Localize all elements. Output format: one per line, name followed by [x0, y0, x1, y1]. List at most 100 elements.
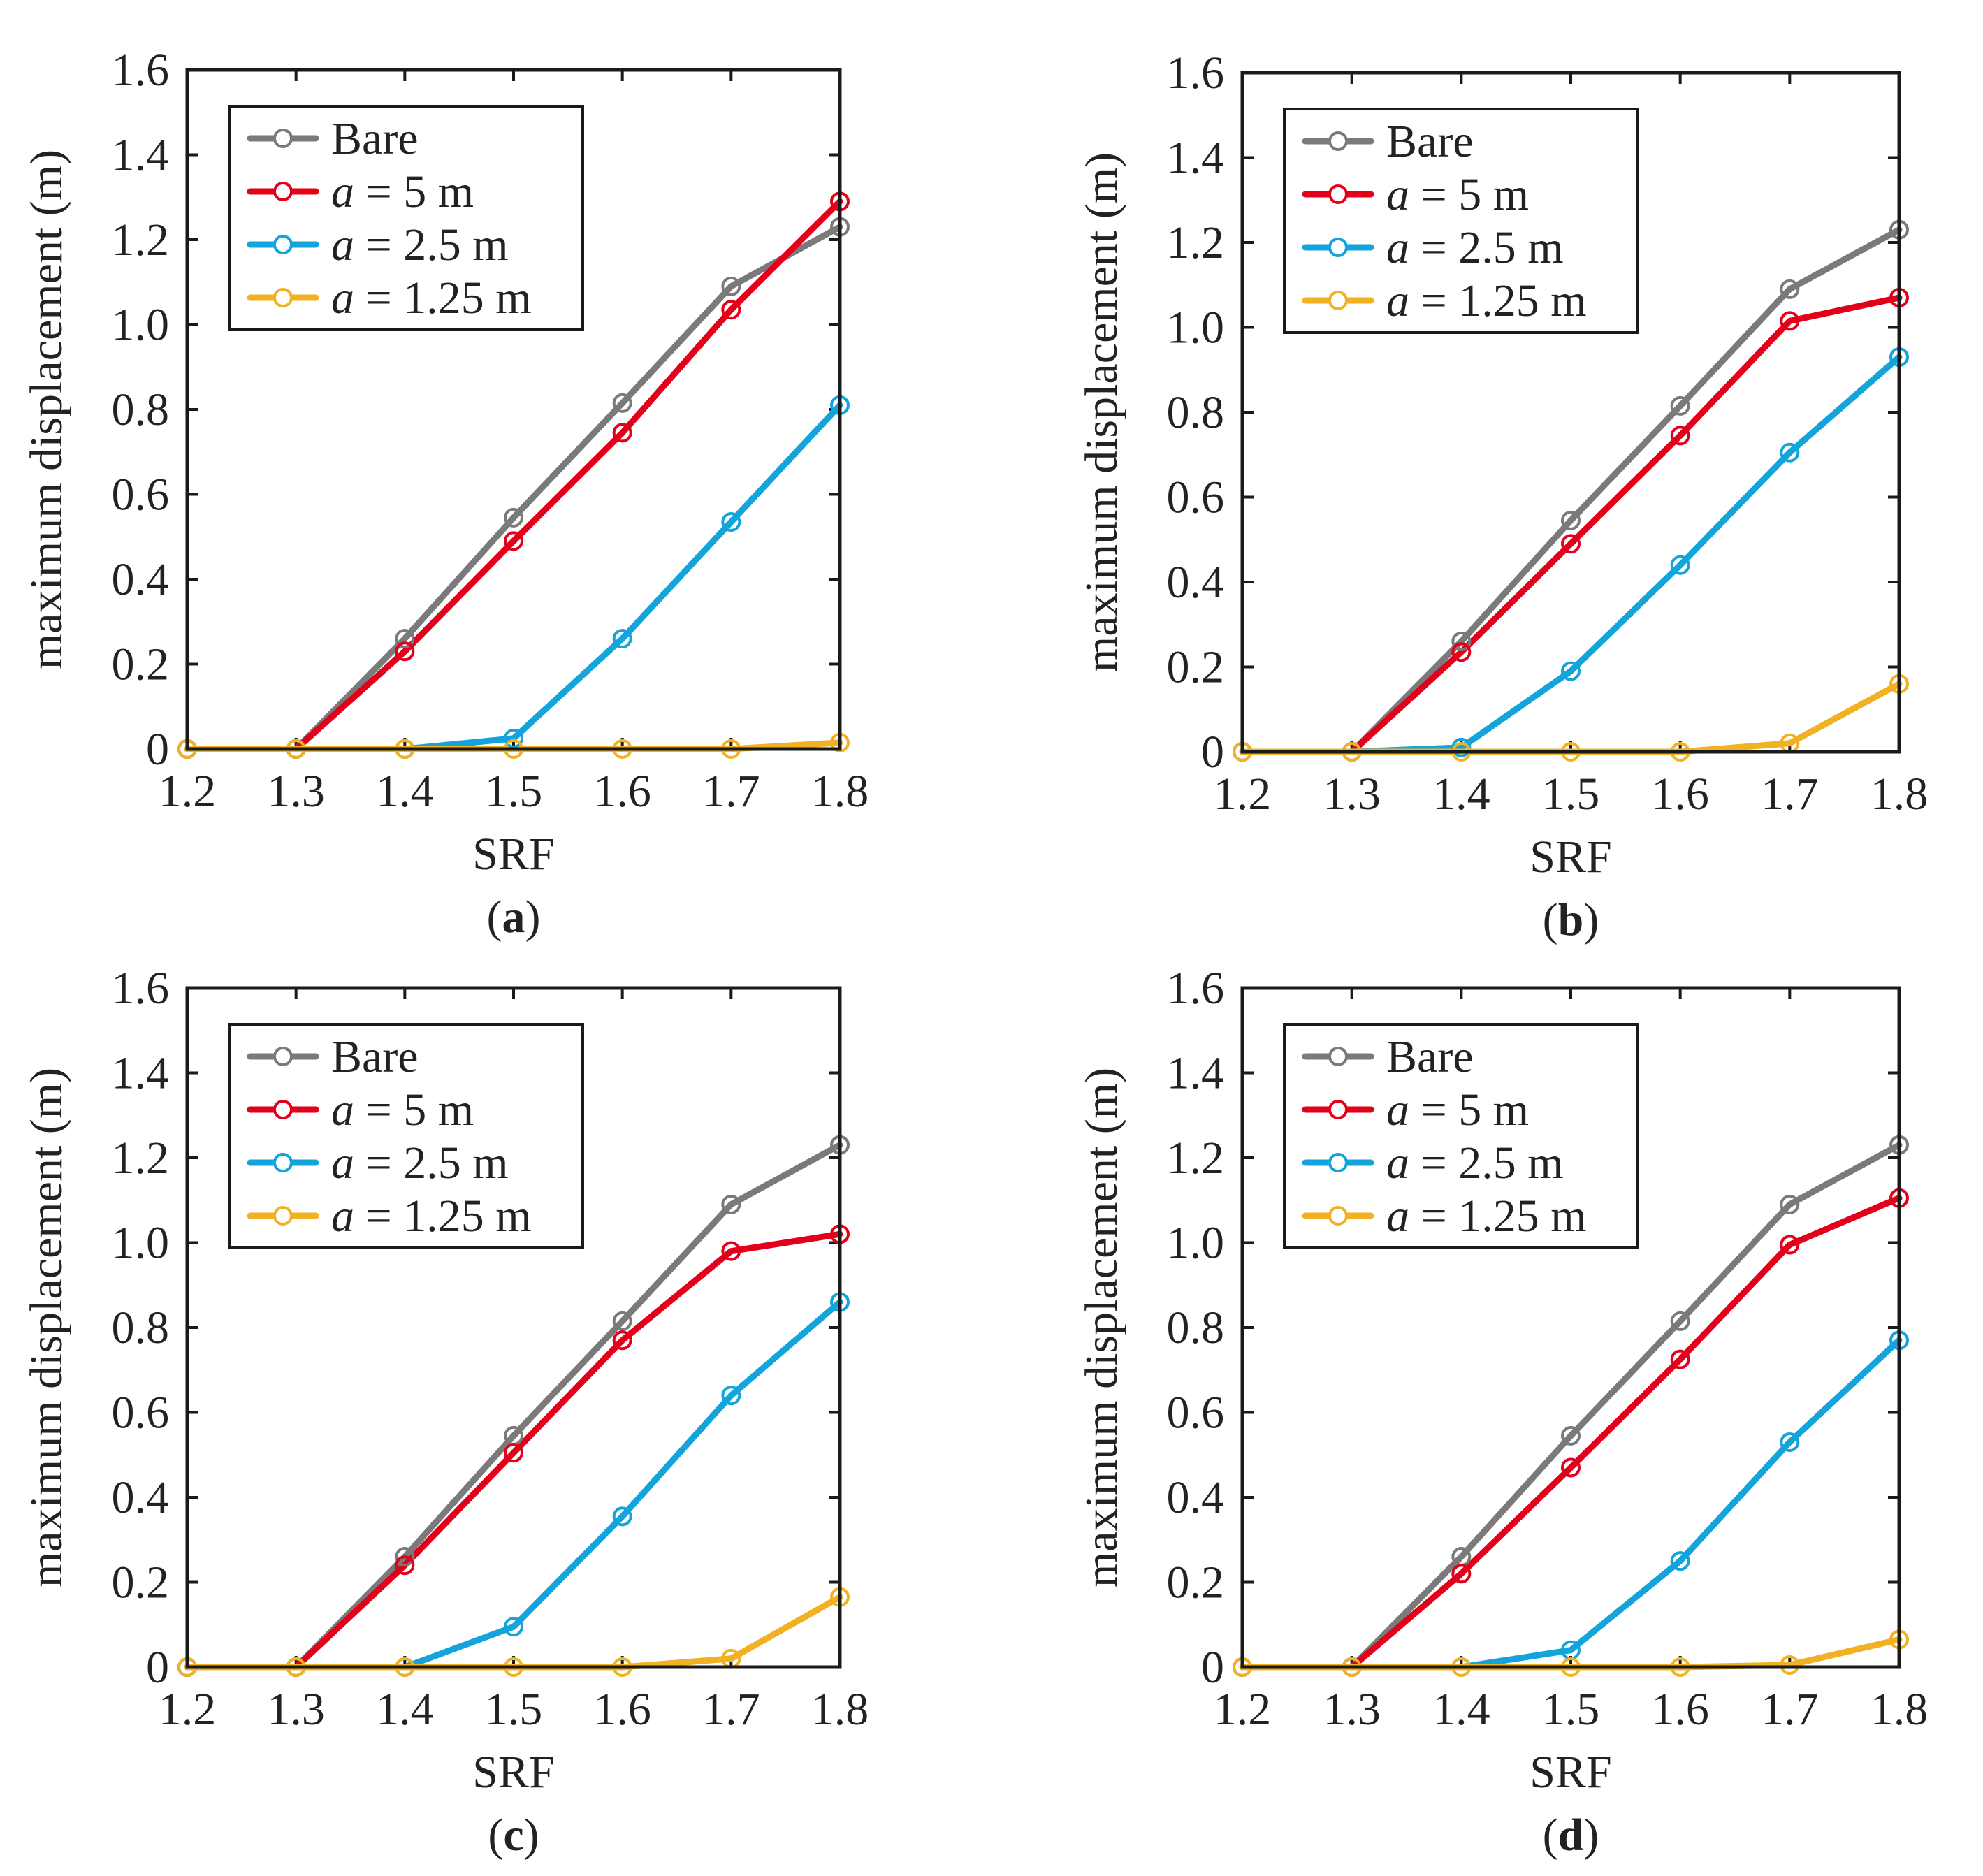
x-tick-label: 1.2: [1214, 1684, 1272, 1735]
y-tick-label: 1.2: [112, 1133, 170, 1184]
data-point: [721, 300, 741, 320]
data-point: [1670, 1311, 1690, 1331]
data-point: [721, 1194, 741, 1214]
y-tick-label: 0.6: [1167, 472, 1225, 523]
legend-entry-label: a = 2.5 m: [1386, 222, 1564, 273]
y-tick-label: 1.0: [1167, 303, 1225, 354]
y-tick-label: 0: [146, 724, 169, 775]
legend-swatch-marker: [273, 129, 293, 148]
data-point: [612, 1330, 632, 1351]
x-axis-label: SRF: [1530, 1747, 1611, 1798]
x-tick-label: 1.2: [159, 1684, 217, 1735]
legend-entry-label: a = 1.25 m: [1386, 275, 1587, 326]
x-tick-label: 1.8: [1871, 769, 1928, 820]
y-axis-label: maximum displacement (m): [21, 1068, 72, 1587]
data-point: [1670, 426, 1690, 446]
y-axis-label: maximum displacement (m): [21, 150, 72, 669]
x-tick-label: 1.7: [702, 1684, 760, 1735]
panel-label: (b): [1543, 894, 1599, 945]
x-tick-label: 1.5: [485, 1684, 543, 1735]
y-tick-label: 1.4: [1167, 1048, 1225, 1099]
y-axis-label: maximum displacement (m): [1076, 1068, 1127, 1587]
panel-label: (a): [487, 892, 541, 943]
data-point: [1561, 534, 1581, 554]
series-line-2: [184, 402, 843, 752]
data-point: [721, 511, 741, 532]
data-point: [504, 1617, 523, 1637]
data-point: [1670, 555, 1690, 575]
chart-panel-b: 0 0.2 0.4 0.6 0.8 1.0 1.2 1.4 1.6 1.2 1.3 1.4 1.5 1.6…: [1076, 48, 1928, 945]
legend-entry-label: Bare: [331, 113, 419, 164]
data-point: [395, 1555, 415, 1576]
y-tick-label: 0.8: [1167, 1302, 1225, 1353]
legend-entry-label: a = 1.25 m: [331, 1191, 532, 1242]
y-tick-label: 1.4: [112, 130, 170, 181]
y-tick-label: 1.6: [1167, 48, 1225, 99]
data-point: [1780, 279, 1800, 299]
legend-entry-label: a = 5 m: [331, 1084, 474, 1135]
data-point: [504, 1443, 523, 1463]
legend-swatch-marker: [1328, 184, 1348, 204]
y-tick-label: 0.8: [112, 384, 170, 435]
data-point: [1561, 510, 1581, 530]
data-point: [1780, 442, 1800, 463]
x-tick-label: 1.3: [1323, 1684, 1381, 1735]
y-tick-label: 1.2: [1167, 217, 1225, 268]
legend-entry-label: a = 2.5 m: [331, 219, 509, 270]
x-tick-label: 1.8: [811, 1684, 869, 1735]
legend-entry-label: a = 2.5 m: [1386, 1137, 1564, 1188]
series-line-2: [184, 1299, 843, 1671]
data-point: [612, 1506, 632, 1527]
legend-swatch-marker: [1328, 238, 1348, 257]
legend-swatch-marker: [273, 1206, 293, 1226]
legend-entry-label: a = 5 m: [1386, 169, 1529, 220]
chart-panel-c: 0 0.2 0.4 0.6 0.8 1.0 1.2 1.4 1.6 1.2 1.3 1.4 1.5 1.6…: [21, 963, 869, 1861]
x-tick-label: 1.7: [1761, 1684, 1819, 1735]
x-tick-label: 1.6: [1651, 769, 1709, 820]
y-tick-label: 0.2: [112, 639, 170, 690]
data-point: [1670, 1349, 1690, 1369]
y-axis-label: maximum displacement (m): [1076, 152, 1127, 672]
data-point: [721, 1241, 741, 1261]
legend-entry-label: a = 1.25 m: [331, 272, 532, 323]
data-point: [1780, 1194, 1800, 1214]
data-point: [1670, 1551, 1690, 1571]
plot-frame: [185, 986, 842, 1669]
y-tick-label: 0.6: [1167, 1388, 1225, 1439]
legend-swatch-marker: [1328, 1153, 1348, 1172]
legend-entry-label: Bare: [1386, 1031, 1474, 1082]
legend-swatch-marker: [1328, 1047, 1348, 1066]
chart-panel-a: 0 0.2 0.4 0.6 0.8 1.0 1.2 1.4 1.6 1.2 1.3 1.4 1.5 1.6…: [21, 45, 869, 943]
data-point: [612, 629, 632, 649]
y-tick-label: 0.8: [112, 1302, 170, 1353]
legend-entry-label: Bare: [1386, 116, 1474, 167]
y-tick-label: 1.0: [112, 300, 170, 351]
x-tick-label: 1.5: [485, 766, 543, 817]
y-tick-label: 1.6: [112, 45, 170, 96]
y-tick-label: 1.4: [112, 1048, 170, 1099]
x-axis-label: SRF: [472, 829, 554, 880]
x-tick-label: 1.6: [593, 766, 651, 817]
y-tick-label: 1.2: [112, 214, 170, 266]
y-tick-label: 0: [1201, 1642, 1224, 1693]
legend-swatch-marker: [1328, 131, 1348, 151]
legend-entry-label: Bare: [331, 1031, 419, 1082]
y-tick-label: 0.6: [112, 470, 170, 521]
x-axis-label: SRF: [1530, 831, 1611, 882]
data-point: [395, 1547, 415, 1567]
x-tick-label: 1.5: [1542, 769, 1600, 820]
x-tick-label: 1.8: [811, 766, 869, 817]
legend-swatch-marker: [273, 1153, 293, 1172]
legend-swatch-marker: [1328, 1206, 1348, 1226]
y-tick-label: 1.4: [1167, 133, 1225, 184]
y-tick-label: 1.6: [112, 963, 170, 1014]
plot-frame: [185, 68, 842, 751]
x-tick-label: 1.2: [1214, 769, 1272, 820]
x-tick-label: 1.6: [1651, 1684, 1709, 1735]
legend-swatch-marker: [273, 235, 293, 254]
x-tick-label: 1.5: [1542, 1684, 1600, 1735]
plot-frame: [1240, 986, 1901, 1669]
